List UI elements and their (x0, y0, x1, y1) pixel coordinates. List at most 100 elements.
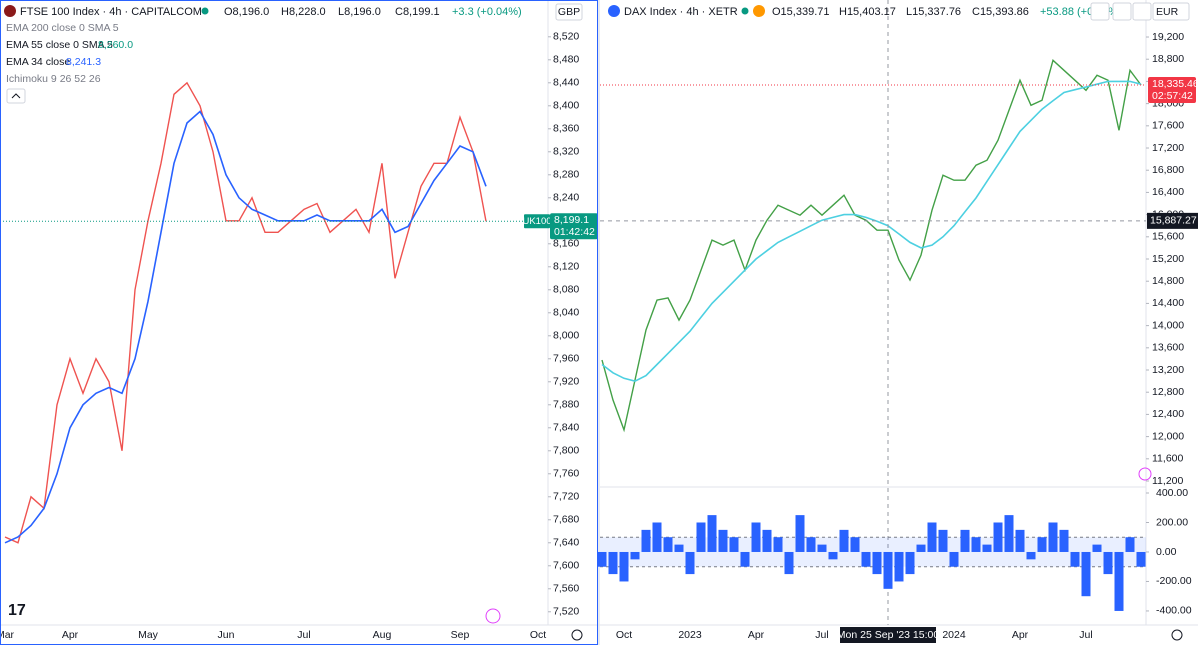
price-line (601, 80, 1142, 382)
oscillator-bar (1070, 551, 1080, 567)
y-tick-label: 8,320 (553, 146, 579, 158)
y-tick-label: 7,720 (553, 491, 579, 503)
x-tick-label: Oct (530, 629, 546, 641)
oscillator-bar (1004, 515, 1014, 552)
oscillator-bar (861, 551, 871, 567)
y-tick-label: 7,640 (553, 537, 579, 549)
y-tick-label: 17,600 (1152, 120, 1184, 132)
indicator-label: EMA 200 close 0 SMA 5 (6, 22, 119, 34)
oscillator-bar (608, 551, 618, 575)
y-tick-label: 18,800 (1152, 53, 1184, 65)
oscillator-bar (817, 544, 827, 552)
indicator-value: 8,241.3 (66, 56, 101, 68)
settings-icon[interactable] (571, 629, 583, 641)
ohlc-open: O8,196.0 (224, 6, 269, 18)
y-tick-label: 200.00 (1156, 516, 1188, 528)
x-tick-label: Jun (218, 629, 235, 641)
ohlc-high: H15,403.17 (839, 6, 896, 18)
x-tick-label: Mon 25 Sep '23 15:00 (837, 629, 940, 641)
ohlc-change: +3.3 (+0.04%) (452, 6, 522, 18)
oscillator-bar (971, 537, 981, 552)
symbol-title: FTSE 100 Index · 4h · CAPITALCOM (20, 6, 202, 18)
ohlc-change: +53.88 (+0.35%) (1040, 6, 1122, 18)
oscillator-bar (597, 551, 607, 567)
collapse-button[interactable] (6, 88, 26, 104)
price-tag (1148, 76, 1196, 103)
ohlc-low: L15,337.76 (906, 6, 961, 18)
y-tick-label: 8,080 (553, 284, 579, 296)
y-tick-label: 16,800 (1152, 164, 1184, 176)
replay-icon[interactable] (1138, 467, 1152, 481)
oscillator-bar (1015, 529, 1025, 552)
refresh-button[interactable] (1132, 2, 1152, 21)
price-tag-value: 8,199.1 (554, 214, 589, 226)
y-tick-label: 12,400 (1152, 408, 1184, 420)
y-tick-label: 14,400 (1152, 297, 1184, 309)
y-tick-label: 13,600 (1152, 342, 1184, 354)
oscillator-bar (740, 551, 750, 567)
symbol-logo (608, 5, 620, 17)
ohlc-close: C15,393.86 (972, 6, 1029, 18)
maximize-button[interactable] (1112, 2, 1132, 21)
y-tick-label: 7,800 (553, 445, 579, 457)
indicator-label: EMA 55 close 0 SMA 5 (6, 39, 113, 51)
symbol-tag (524, 214, 550, 229)
scroll-button[interactable] (1090, 2, 1110, 21)
x-tick-label: Apr (748, 629, 765, 641)
oscillator-bar (619, 551, 629, 582)
replay-icon[interactable] (485, 608, 501, 624)
indicator-label: EMA 34 close (6, 56, 70, 68)
indicator-value: 8,260.0 (98, 39, 133, 51)
y-tick-label: 8,040 (553, 307, 579, 319)
y-tick-label: 7,880 (553, 399, 579, 411)
oscillator-bar (784, 551, 794, 575)
oscillator-bar (685, 551, 695, 575)
ohlc-open: O15,339.71 (772, 6, 830, 18)
y-tick-label: 11,600 (1152, 453, 1183, 465)
oscillator-bar (663, 537, 673, 552)
oscillator-bar (1037, 537, 1047, 552)
currency[interactable]: EUR (1156, 6, 1179, 18)
ohlc-high: H8,228.0 (281, 6, 326, 18)
oscillator-bar (630, 551, 640, 560)
y-tick-label: 8,000 (553, 330, 579, 342)
settings-icon[interactable] (1171, 629, 1183, 641)
y-tick-label: 11,200 (1152, 475, 1183, 487)
oscillator-bar (828, 551, 838, 560)
y-tick-label: 12,000 (1152, 430, 1184, 442)
y-tick-label: 8,160 (553, 238, 579, 250)
y-tick-label: 8,480 (553, 54, 579, 66)
y-tick-label: 19,200 (1152, 31, 1184, 43)
y-tick-label: 8,240 (553, 192, 579, 204)
currency-button[interactable] (1152, 2, 1190, 21)
y-tick-label: 14,000 (1152, 319, 1184, 331)
oscillator-bar (1048, 522, 1058, 552)
oscillator-bar (729, 537, 739, 552)
currency-button[interactable] (555, 3, 583, 21)
price-tag-countdown: 01:42:42 (554, 226, 595, 238)
y-tick-label: 12,800 (1152, 386, 1184, 398)
y-tick-label: 8,360 (553, 123, 579, 135)
x-tick-label: Jul (815, 629, 828, 641)
oscillator-bar (960, 529, 970, 552)
oscillator-bar (1059, 529, 1069, 552)
price-line (601, 59, 1142, 433)
x-tick-label: Jul (1079, 629, 1092, 641)
x-tick-label: Apr (1012, 629, 1029, 641)
y-tick-label: 7,760 (553, 468, 579, 480)
x-tick-label: Oct (616, 629, 632, 641)
y-tick-label: 7,560 (553, 583, 579, 595)
oscillator-bar (1103, 551, 1113, 575)
y-tick-label: 7,520 (553, 606, 579, 618)
status-dot (741, 7, 749, 15)
oscillator-bar (1092, 544, 1102, 552)
crosshair-y-label-box (1147, 212, 1198, 229)
currency[interactable]: GBP (558, 6, 580, 18)
y-tick-label: 7,840 (553, 422, 579, 434)
oscillator-bar (905, 551, 915, 575)
price-tag-value: 18,335.46 (1152, 78, 1198, 90)
y-tick-label: 15,600 (1152, 231, 1184, 243)
